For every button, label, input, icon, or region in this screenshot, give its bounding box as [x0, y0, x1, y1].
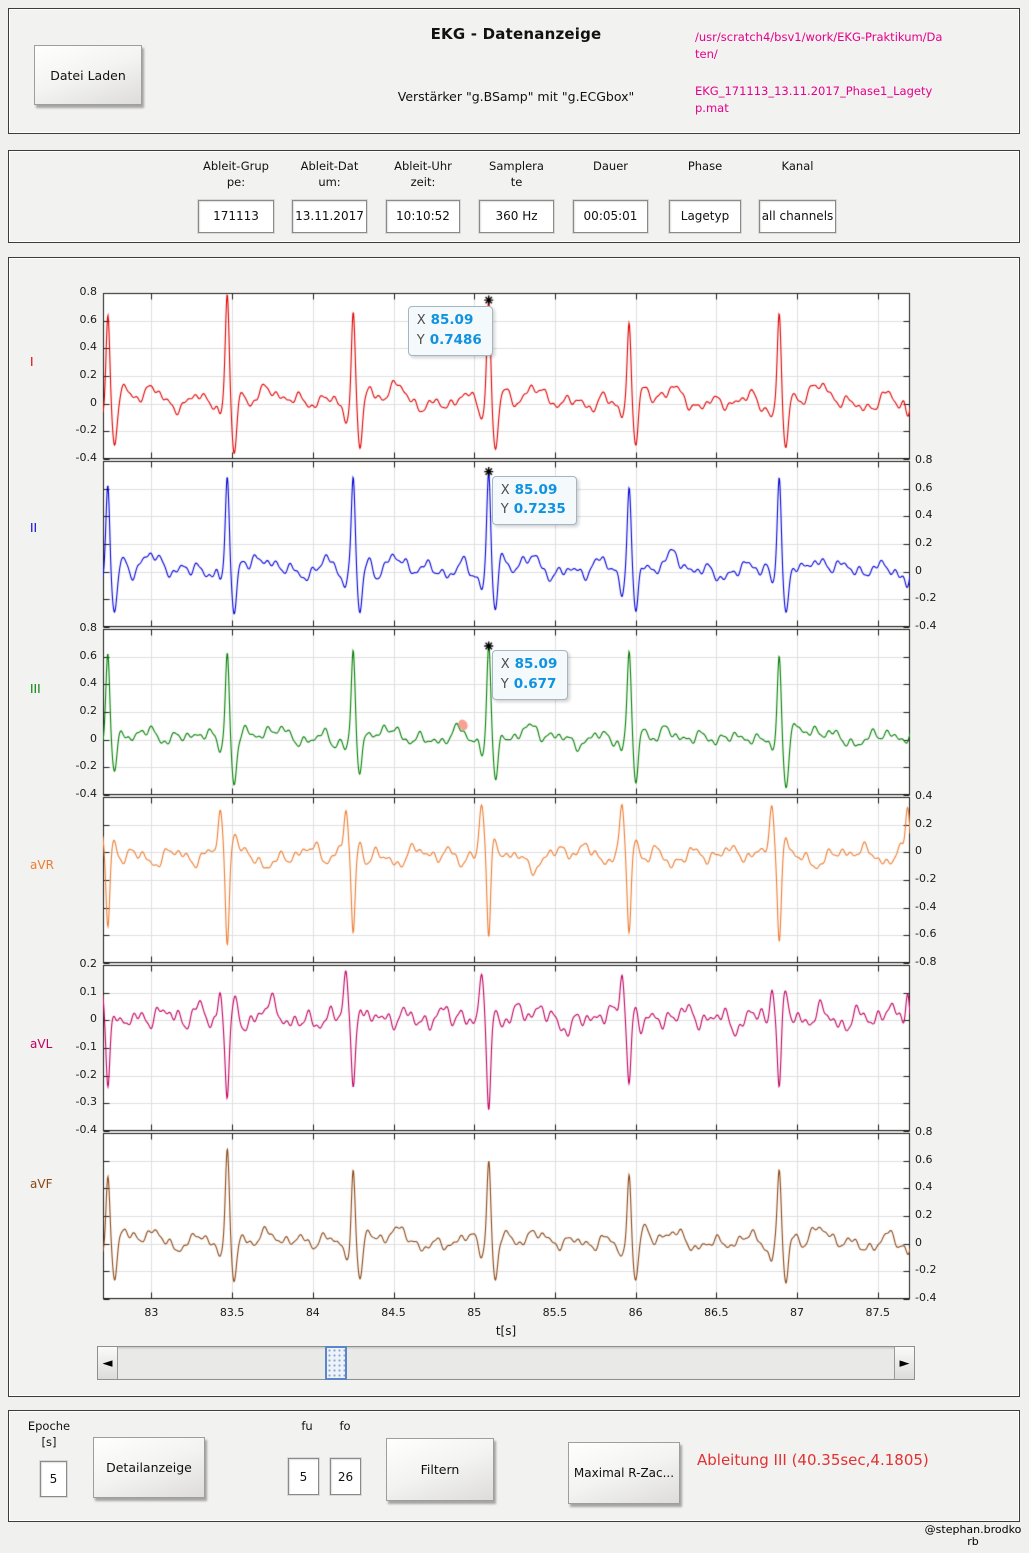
fu-label: fu [301, 1419, 313, 1433]
datatip-y-value: 0.7486 [429, 331, 482, 348]
datatip-x-key: X [500, 482, 510, 498]
datatip-x-value: 85.09 [430, 312, 474, 329]
r-peak-annotation: Ableitung III (40.35sec,4.1805) [697, 1451, 929, 1469]
datatip-y-value: 0.677 [513, 675, 557, 692]
datatip-x-value: 85.09 [514, 656, 558, 672]
datatip-x-key: X [500, 657, 510, 672]
datatip[interactable]: X 85.09 Y 0.7235 [491, 475, 577, 526]
fo-input[interactable] [330, 1458, 361, 1495]
datatip-x-value: 85.09 [514, 481, 558, 498]
datatip[interactable]: X 85.09 Y 0.677 [491, 650, 569, 700]
datatip-y-key: Y [416, 332, 425, 348]
datatip[interactable]: X 85.09 Y 0.7486 [407, 306, 493, 356]
scrollbar-right-button[interactable]: ► [894, 1347, 914, 1379]
scrollbar-left-button[interactable]: ◄ [98, 1347, 118, 1379]
fo-label: fo [339, 1419, 351, 1433]
left-arrow-icon: ◄ [102, 1355, 113, 1371]
right-arrow-icon: ► [899, 1355, 910, 1371]
epoche-label: Epoche [s] [27, 1419, 71, 1450]
epoche-input[interactable] [40, 1461, 67, 1497]
fu-input[interactable] [288, 1458, 319, 1495]
scrollbar-track[interactable] [118, 1346, 894, 1380]
controls-panel: Epoche [s] Detailanzeige fu fo Filtern M… [8, 1410, 1020, 1522]
detail-view-button[interactable]: Detailanzeige [93, 1437, 205, 1498]
max-r-peak-button[interactable]: Maximal R-Zac... [568, 1442, 680, 1504]
scrollbar-thumb[interactable] [325, 1346, 347, 1380]
time-scrollbar[interactable]: ◄ ► [97, 1346, 915, 1380]
datatip-y-key: Y [500, 676, 509, 692]
datatip-y-key: Y [500, 502, 509, 518]
filter-button[interactable]: Filtern [386, 1438, 494, 1501]
watermark: @stephan.brodkorb [924, 1523, 1022, 1549]
datatip-x-key: X [416, 313, 426, 329]
datatip-y-value: 0.7235 [513, 501, 566, 518]
